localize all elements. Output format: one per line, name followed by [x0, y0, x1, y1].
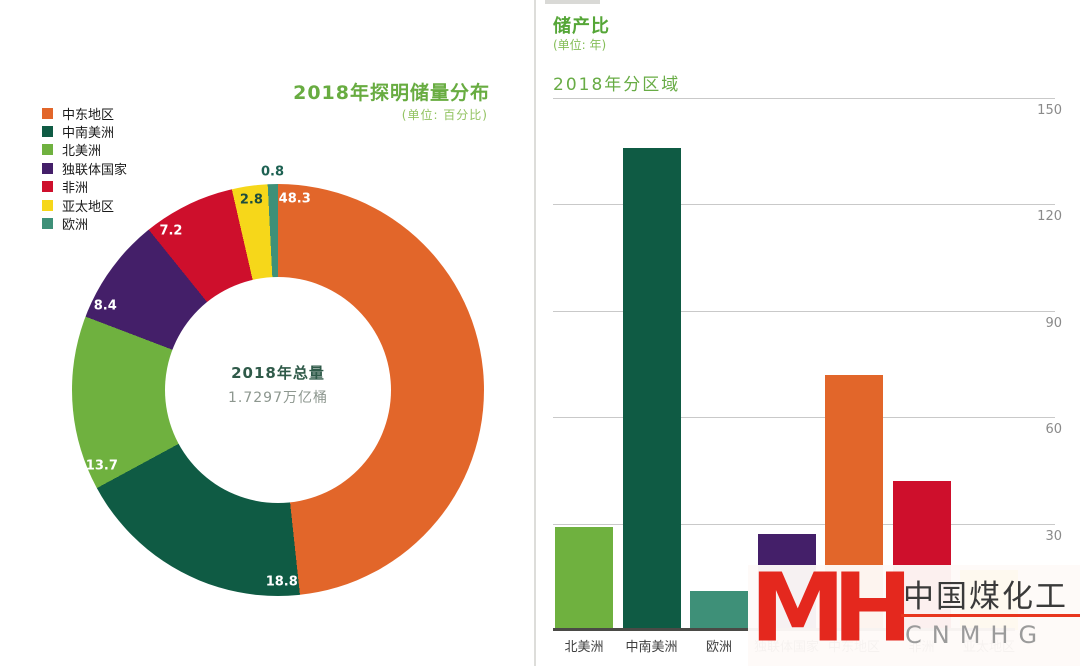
legend-label: 北美洲	[62, 144, 102, 160]
legend-swatch	[42, 126, 53, 138]
pie-value-label: 18.8	[265, 574, 298, 590]
legend-item: 中南美洲	[42, 122, 127, 142]
y-tick-label: 30	[1045, 528, 1062, 544]
x-axis-label: 中南美洲	[625, 640, 678, 655]
legend-item: 欧洲	[42, 214, 127, 234]
legend-swatch	[42, 162, 53, 174]
gridline	[553, 417, 1055, 419]
legend-item: 独联体国家	[42, 159, 128, 178]
legend-item: 北美洲	[42, 141, 127, 159]
watermark-company-name-en: CNMHG	[905, 621, 1048, 649]
y-tick-label: 150	[1037, 103, 1062, 118]
legend-label: 独联体国家	[62, 162, 128, 178]
legend-label: 中东地区	[62, 107, 115, 123]
watermark-logo-icon: MH	[750, 553, 913, 663]
legend-label: 亚太地区	[62, 199, 115, 215]
bar-chart-unit-note: (单位: 年)	[553, 38, 607, 52]
legend-swatch	[42, 199, 53, 211]
pie-chart-title: 2018年探明储量分布	[293, 82, 490, 104]
pie-value-label: 0.8	[261, 164, 285, 180]
bar-中南美洲	[622, 147, 681, 630]
legend-swatch	[42, 181, 53, 193]
pie-value-label: 13.7	[85, 458, 118, 474]
bar-chart-section-title: 2018年分区域	[553, 75, 681, 95]
pie-value-label: 7.2	[159, 223, 183, 239]
legend-swatch	[42, 107, 53, 119]
legend-label: 欧洲	[62, 218, 89, 234]
donut-total-value: 1.7297万亿桶	[228, 390, 328, 406]
donut-center-text: 2018年总量 1.7297万亿桶	[165, 362, 391, 407]
legend-label: 中南美洲	[62, 126, 115, 142]
legend-item: 亚太地区	[42, 196, 127, 215]
pie-value-label: 2.8	[239, 192, 263, 208]
x-axis-label: 北美洲	[564, 640, 604, 655]
watermark-underline	[901, 614, 1080, 617]
bar-欧洲	[690, 591, 748, 630]
gridline	[553, 310, 1055, 312]
donut-total-label: 2018年总量	[231, 364, 325, 382]
proven-reserves-pie-panel: 2018年探明储量分布 (单位: 百分比) 中东地区中南美洲北美洲独联体国家非洲…	[0, 0, 535, 666]
pie-legend: 中东地区中南美洲北美洲独联体国家非洲亚太地区欧洲	[42, 104, 127, 233]
legend-swatch	[42, 144, 53, 156]
donut-hole	[165, 277, 391, 503]
gridline	[553, 98, 1055, 99]
legend-label: 非洲	[62, 181, 89, 197]
pie-chart-unit-note: (单位: 百分比)	[401, 108, 488, 122]
gridline	[553, 523, 1055, 525]
watermark-company-name-cn: 中国煤化工	[903, 579, 1068, 615]
y-tick-label: 120	[1037, 209, 1062, 225]
y-tick-label: 90	[1045, 315, 1062, 331]
legend-swatch	[42, 218, 53, 230]
bar-北美洲	[555, 527, 613, 630]
y-tick-label: 60	[1045, 422, 1062, 438]
x-axis-label: 欧洲	[705, 640, 732, 655]
legend-item: 非洲	[42, 178, 127, 196]
gridline	[553, 204, 1055, 206]
watermark: MH 中国煤化工 CNMHG	[748, 559, 1080, 666]
bar-chart-title: 储产比	[553, 16, 610, 37]
pie-value-label: 8.4	[93, 298, 117, 314]
panel-divider	[534, 0, 536, 666]
legend-item: 中东地区	[42, 104, 127, 123]
pie-value-label: 48.3	[278, 191, 311, 207]
scrollbar-fragment	[545, 0, 600, 4]
